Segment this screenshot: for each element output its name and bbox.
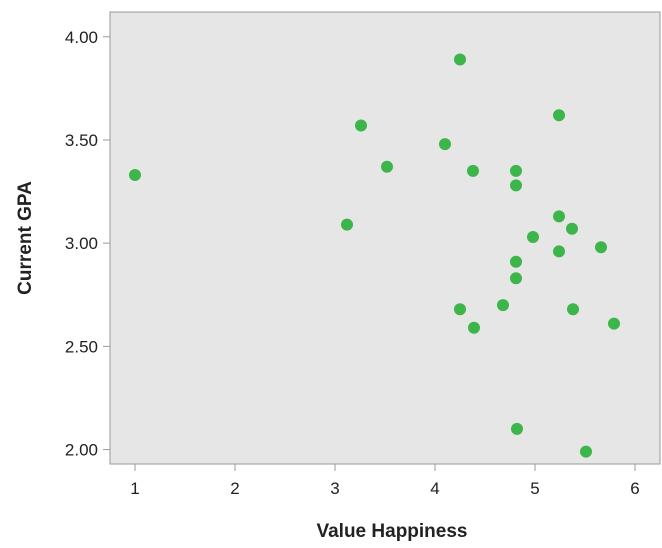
data-point [129,169,141,182]
x-axis: 1 2 3 4 5 6 [130,464,640,498]
y-tick-label: 2.50 [65,337,98,356]
data-point [510,179,522,192]
data-point [454,53,466,66]
data-point [381,160,393,173]
data-point [497,299,509,312]
y-tick-label: 3.00 [65,234,98,253]
data-point [511,422,523,435]
y-tick-label: 3.50 [65,131,98,150]
data-point [355,119,367,132]
data-point [553,245,565,258]
data-points [129,53,620,458]
data-point [595,241,607,254]
data-point [468,321,480,334]
x-tick-label: 2 [230,479,239,498]
data-point [439,138,451,151]
plot-area [109,11,661,465]
x-tick-label: 5 [530,479,539,498]
data-point [527,230,539,243]
data-point [567,303,579,316]
data-point [510,164,522,177]
data-point [510,272,522,285]
data-point [454,303,466,316]
x-tick-label: 4 [430,479,439,498]
y-axis-title: Current GPA [15,181,36,295]
data-point [510,255,522,268]
data-point [467,164,479,177]
y-tick-label: 2.00 [65,441,98,460]
data-point [553,210,565,223]
x-axis-title: Value Happiness [316,521,467,542]
data-point [580,445,592,458]
data-point [553,109,565,122]
x-tick-label: 6 [630,479,639,498]
y-axis: 2.00 2.50 3.00 3.50 4.00 [65,28,110,460]
data-point [566,222,578,235]
y-tick-label: 4.00 [65,28,98,47]
x-tick-label: 1 [130,479,139,498]
data-point [341,218,353,231]
data-point [608,317,620,330]
x-tick-label: 3 [330,479,339,498]
